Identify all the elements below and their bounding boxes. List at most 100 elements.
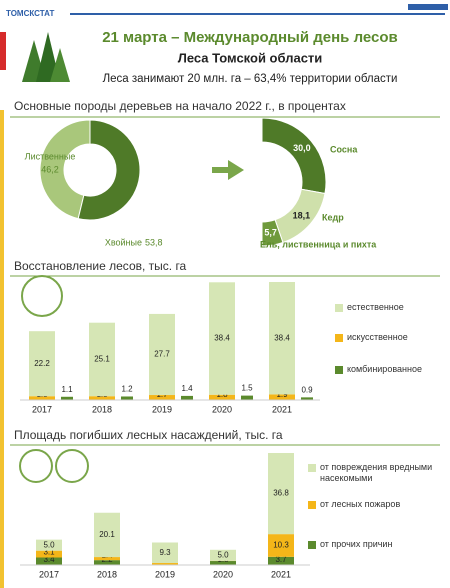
bar bbox=[61, 396, 73, 400]
bar-segment bbox=[209, 394, 235, 400]
legend-label: комбинированное bbox=[347, 364, 422, 374]
value-label: 22.2 bbox=[34, 359, 50, 368]
bar bbox=[301, 397, 313, 400]
category-label: Сосна bbox=[330, 144, 358, 154]
legend-label: от прочих причин bbox=[320, 539, 393, 549]
value-label: 9.3 bbox=[159, 548, 171, 557]
subtitle: Леса Томской области bbox=[178, 50, 323, 65]
value-label: 38.4 bbox=[274, 333, 290, 342]
value-label: 46,2 bbox=[41, 164, 59, 174]
icon-restore bbox=[21, 275, 63, 317]
legend-entry: искусственное bbox=[347, 332, 408, 342]
x-tick-label: 2017 bbox=[39, 569, 59, 579]
bar-segment bbox=[149, 395, 175, 400]
x-tick-label: 2021 bbox=[271, 569, 291, 579]
donut-slice bbox=[77, 119, 141, 221]
yellow-bar bbox=[0, 110, 4, 588]
value-label: 1.2 bbox=[121, 385, 133, 394]
title: 21 марта – Международный день лесов bbox=[102, 29, 398, 46]
value-label: 5.0 bbox=[217, 550, 229, 559]
value-label: 10.3 bbox=[273, 541, 289, 550]
bar-segment bbox=[94, 560, 120, 565]
bar-segment bbox=[210, 561, 236, 565]
arrow bbox=[212, 160, 244, 180]
bar-segment bbox=[36, 539, 62, 551]
bar-segment bbox=[36, 550, 62, 558]
bar-segment bbox=[269, 282, 295, 395]
bar-segment bbox=[94, 557, 120, 561]
value-label: 1.9 bbox=[276, 390, 288, 399]
tree-icon bbox=[22, 32, 70, 82]
value-label: 18,1 bbox=[293, 210, 311, 220]
legend-label: от повреждения вредными насекомыми bbox=[320, 462, 433, 483]
value-label: 30,0 bbox=[293, 143, 311, 153]
bar-segment bbox=[152, 542, 178, 564]
donut-slice bbox=[39, 119, 91, 220]
header-block bbox=[408, 4, 448, 10]
category-label: Лиственные bbox=[25, 151, 76, 161]
legend-label: искусственное bbox=[347, 332, 408, 342]
legend-swatch bbox=[308, 464, 316, 472]
legend-swatch bbox=[335, 366, 343, 374]
bar-segment bbox=[268, 556, 294, 565]
value-label: 3.4 bbox=[43, 555, 55, 564]
value-label: 1.1 bbox=[61, 385, 73, 394]
bar-segment bbox=[29, 331, 55, 397]
legend-entry: от лесных пожаров bbox=[320, 499, 401, 509]
legend-label: естественное bbox=[347, 302, 404, 312]
bar-segment bbox=[36, 557, 62, 565]
bar-segment bbox=[89, 322, 115, 397]
agency: ТОМСКСТАТ bbox=[6, 9, 54, 18]
value-label: 0.9 bbox=[301, 385, 313, 394]
legend-swatch bbox=[308, 541, 316, 549]
bar-segment bbox=[210, 549, 236, 561]
icon-fire bbox=[55, 449, 89, 483]
value-label: 38.4 bbox=[214, 334, 230, 343]
legend-swatch bbox=[335, 334, 343, 342]
x-tick-label: 2021 bbox=[272, 404, 292, 414]
value-label: 25.1 bbox=[94, 355, 110, 364]
value-label: 1.4 bbox=[181, 384, 193, 393]
bar-segment bbox=[89, 396, 115, 400]
legend-label: от лесных пожаров bbox=[320, 499, 401, 509]
x-tick-label: 2017 bbox=[32, 404, 52, 414]
value-label: 5,7 bbox=[264, 228, 277, 238]
bar-segment bbox=[152, 563, 178, 565]
legend-swatch bbox=[335, 304, 343, 312]
legend-entry: комбинированное bbox=[347, 364, 422, 374]
section-title: Основные породы деревьев на начало 2022 … bbox=[14, 99, 346, 113]
x-tick-label: 2018 bbox=[92, 404, 112, 414]
bar-segment bbox=[29, 396, 55, 400]
section-title: Восстановление лесов, тыс. га bbox=[14, 259, 187, 273]
value-label: 3.7 bbox=[275, 555, 287, 564]
value-label: 27.7 bbox=[154, 350, 170, 359]
bar-segment bbox=[149, 313, 175, 396]
bar-segment bbox=[268, 534, 294, 557]
breakdown-slice bbox=[261, 219, 284, 247]
value-label: 53,8 bbox=[145, 237, 163, 247]
x-tick-label: 2019 bbox=[152, 404, 172, 414]
x-tick-label: 2020 bbox=[213, 569, 233, 579]
value-label: 20.1 bbox=[99, 530, 115, 539]
red-bar bbox=[0, 32, 6, 70]
category-label: Ель, лиственница и пихта bbox=[260, 239, 377, 249]
bar-segment bbox=[209, 282, 235, 395]
x-tick-label: 2020 bbox=[212, 404, 232, 414]
legend-entry: естественное bbox=[347, 302, 404, 312]
note: Леса занимают 20 млн. га – 63,4% террито… bbox=[103, 73, 398, 85]
category-label: Кедр bbox=[322, 212, 344, 222]
value-label: 1.5 bbox=[241, 384, 253, 393]
legend-entry: от повреждения вредными насекомыми bbox=[320, 462, 433, 483]
bar-segment bbox=[268, 453, 294, 535]
bar bbox=[181, 395, 193, 400]
category-label: Хвойные bbox=[105, 237, 142, 247]
section-title: Площадь погибших лесных насаждений, тыс.… bbox=[14, 428, 283, 442]
x-tick-label: 2019 bbox=[155, 569, 175, 579]
bar-segment bbox=[269, 394, 295, 400]
icon-bug bbox=[19, 449, 53, 483]
value-label: 36.8 bbox=[273, 489, 289, 498]
bar bbox=[241, 395, 253, 400]
value-label: 3.1 bbox=[43, 548, 55, 557]
